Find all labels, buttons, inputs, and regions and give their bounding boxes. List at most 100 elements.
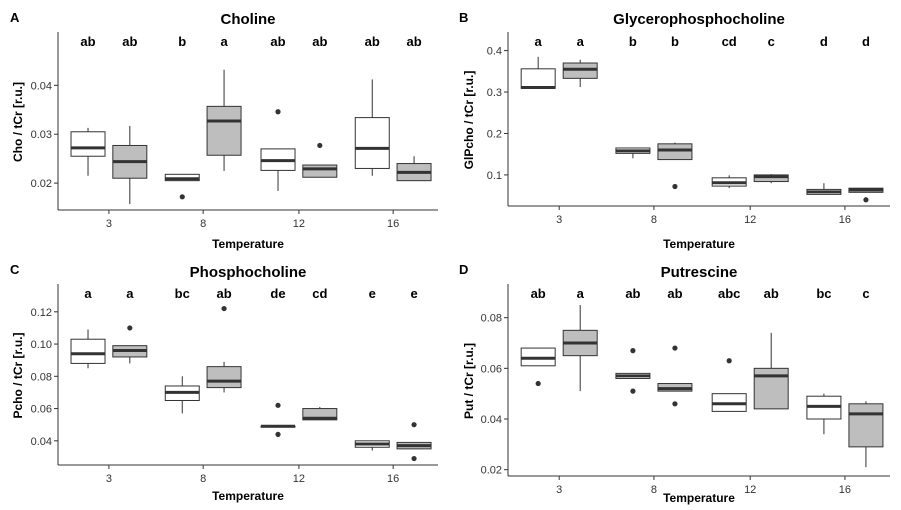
x-tick-label: 3 [106, 218, 112, 230]
panel-title: Choline [221, 11, 276, 28]
panel-label: D [459, 262, 468, 277]
box-c-3-g2: a [112, 286, 148, 364]
x-tick-label: 8 [651, 214, 657, 226]
y-tick-label: 0.02 [31, 178, 52, 190]
significance-letter: ab [764, 286, 779, 301]
box-c-3-g1: a [70, 286, 106, 369]
box-iqr [302, 164, 338, 178]
significance-letter: b [178, 34, 186, 49]
box-d-8-g2: ab [657, 286, 693, 407]
y-tick-label: 0.08 [481, 313, 502, 325]
y-tick-label: 0.06 [481, 363, 502, 375]
x-tick-label: 3 [556, 214, 562, 226]
box-iqr [848, 403, 884, 448]
panel-title: Glycerophosphocholine [613, 11, 785, 28]
significance-letter: ab [667, 286, 682, 301]
y-tick-label: 0.04 [31, 436, 52, 448]
box-b-8-g1: b [615, 34, 651, 159]
x-tick-label: 12 [293, 473, 305, 485]
panel-d: D Putrescine 0.02 0.04 0.06 0.08 3 8 12 16 Tempera… [459, 262, 890, 505]
box-a-12-g2: ab [302, 34, 338, 178]
outlier-point [411, 455, 417, 462]
y-axis-label: Put / tCr [r.u.] [462, 343, 476, 419]
box-c-16-g2: e [396, 286, 432, 462]
box-d-8-g1: ab [615, 286, 651, 394]
y-tick-label: 0.03 [31, 129, 52, 141]
x-tick-label: 8 [200, 218, 206, 230]
outlier-point [317, 142, 323, 149]
x-tick-label: 3 [106, 473, 112, 485]
box-b-8-g2: b [657, 34, 693, 190]
x-axis-label: Temperature [212, 489, 284, 503]
box-d-3-g1: ab [520, 286, 556, 387]
box-c-12-g2: cd [302, 286, 338, 421]
outlier-point [411, 422, 417, 428]
significance-letter: ab [122, 34, 137, 49]
box-c-16-g1: e [354, 286, 390, 451]
box-iqr [657, 143, 693, 161]
outlier-point [630, 348, 636, 354]
significance-letter: e [369, 286, 376, 301]
outlier-point [726, 358, 732, 364]
outlier-point [672, 401, 678, 407]
outlier-point [863, 197, 869, 203]
significance-letter: cd [722, 34, 737, 49]
box-a-3-g2: ab [112, 34, 148, 205]
panel-title: Phosphocholine [190, 264, 307, 281]
box-d-3-g2: a [562, 286, 598, 392]
significance-letter: ab [312, 34, 327, 49]
significance-letter: e [410, 286, 417, 301]
outlier-point [672, 183, 678, 190]
significance-letter: a [577, 34, 585, 49]
significance-letter: b [671, 34, 679, 49]
panel-label: B [459, 10, 468, 25]
significance-letter: ab [365, 34, 380, 49]
box-b-12-g2: c [753, 34, 789, 184]
box-iqr [70, 338, 106, 364]
significance-letter: a [577, 286, 585, 301]
x-tick-label: 12 [744, 214, 756, 226]
y-tick-label: 0.06 [31, 404, 52, 416]
box-a-8-g1: b [164, 34, 200, 200]
box-a-16-g1: ab [354, 34, 390, 176]
significance-letter: abc [718, 286, 740, 301]
panel-a: A Choline 0.02 0.03 0.04 3 8 12 16 Temperature Cho… [10, 10, 438, 251]
y-tick-label: 0.10 [31, 339, 52, 351]
box-b-3-g2: a [562, 34, 598, 88]
x-axis-label: Temperature [212, 237, 284, 251]
box-c-12-g1: de [260, 286, 296, 437]
significance-letter: a [535, 34, 543, 49]
significance-letter: cd [312, 286, 327, 301]
y-tick-label: 0.4 [487, 46, 502, 58]
outlier-point [535, 380, 541, 387]
outlier-point [275, 109, 281, 115]
x-axis-label: Temperature [663, 491, 735, 505]
panel-label: A [10, 10, 20, 25]
x-tick-label: 8 [651, 484, 657, 496]
box-d-16-g2: c [848, 286, 884, 468]
significance-letter: ab [270, 34, 285, 49]
significance-letter: d [820, 34, 828, 49]
y-tick-label: 0.3 [487, 87, 502, 99]
y-tick-label: 0.1 [487, 170, 502, 182]
box-d-16-g1: bc [806, 286, 842, 435]
y-tick-label: 0.08 [31, 371, 52, 383]
x-tick-label: 16 [839, 214, 851, 226]
significance-letter: c [862, 286, 869, 301]
box-iqr [753, 174, 789, 183]
y-tick-label: 0.04 [481, 414, 502, 426]
box-d-12-g2: ab [753, 286, 789, 410]
box-iqr [753, 367, 789, 410]
y-axis-label: Cho / tCr [r.u.] [11, 82, 25, 162]
y-tick-label: 0.2 [487, 128, 502, 140]
y-tick-label: 0.04 [31, 80, 52, 92]
box-iqr [302, 408, 338, 421]
outlier-point [275, 431, 281, 437]
panel-c: C Phosphocholine 0.04 0.06 0.08 0.10 0.12 3 8 12 1… [10, 262, 438, 503]
box-a-8-g2: a [206, 34, 242, 171]
x-tick-label: 3 [556, 484, 562, 496]
box-iqr [354, 117, 390, 169]
outlier-point [672, 345, 678, 351]
box-b-3-g1: a [520, 34, 556, 89]
